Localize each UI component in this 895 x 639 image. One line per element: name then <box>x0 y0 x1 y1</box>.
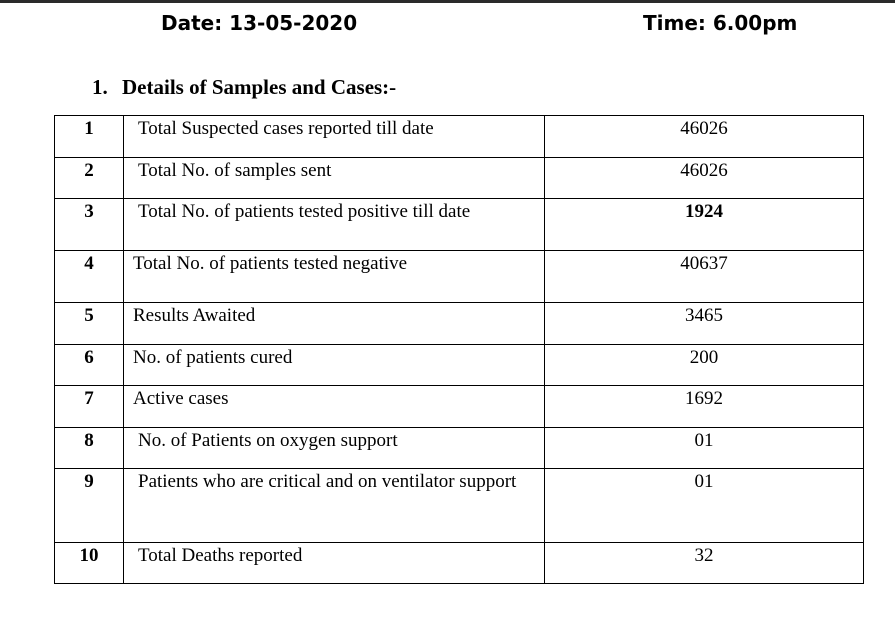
row-number: 8 <box>54 427 124 469</box>
row-number: 5 <box>54 302 124 345</box>
row-value: 01 <box>544 427 864 469</box>
row-number: 6 <box>54 344 124 386</box>
row-number: 10 <box>54 542 124 584</box>
row-label: Results Awaited <box>123 302 545 345</box>
samples-cases-table: 1 Total Suspected cases reported till da… <box>54 115 864 584</box>
row-label: Patients who are critical and on ventila… <box>123 468 545 543</box>
table-row: 9 Patients who are critical and on venti… <box>54 468 864 543</box>
row-value: 3465 <box>544 302 864 345</box>
table-row: 3 Total No. of patients tested positive … <box>54 198 864 251</box>
row-label: Total Deaths reported <box>123 542 545 584</box>
row-label: No. of Patients on oxygen support <box>123 427 545 469</box>
row-value: 46026 <box>544 157 864 199</box>
table-row: 10 Total Deaths reported 32 <box>54 542 864 584</box>
row-value: 200 <box>544 344 864 386</box>
row-label: Total No. of samples sent <box>123 157 545 199</box>
section-number: 1. <box>92 75 108 99</box>
row-value: 1692 <box>544 385 864 428</box>
table-row: 6 No. of patients cured 200 <box>54 344 864 386</box>
row-value: 01 <box>544 468 864 543</box>
report-time: Time: 6.00pm <box>643 11 798 35</box>
row-value: 40637 <box>544 250 864 303</box>
row-label: Total No. of patients tested positive ti… <box>123 198 545 251</box>
row-label: Total No. of patients tested negative <box>123 250 545 303</box>
row-number: 7 <box>54 385 124 428</box>
top-border-rule <box>0 0 895 3</box>
table-row: 7 Active cases 1692 <box>54 385 864 428</box>
row-label: Total Suspected cases reported till date <box>123 115 545 158</box>
row-number: 2 <box>54 157 124 199</box>
row-value: 1924 <box>544 198 864 251</box>
table-row: 4 Total No. of patients tested negative … <box>54 250 864 303</box>
row-value: 46026 <box>544 115 864 158</box>
row-number: 1 <box>54 115 124 158</box>
row-number: 4 <box>54 250 124 303</box>
table-row: 5 Results Awaited 3465 <box>54 302 864 345</box>
row-number: 9 <box>54 468 124 543</box>
row-label: Active cases <box>123 385 545 428</box>
section-heading: 1. Details of Samples and Cases:- <box>92 72 396 102</box>
table-row: 1 Total Suspected cases reported till da… <box>54 115 864 158</box>
section-title: Details of Samples and Cases:- <box>122 75 397 99</box>
row-value: 32 <box>544 542 864 584</box>
table-row: 2 Total No. of samples sent 46026 <box>54 157 864 199</box>
table-row: 8 No. of Patients on oxygen support 01 <box>54 427 864 469</box>
row-number: 3 <box>54 198 124 251</box>
row-label: No. of patients cured <box>123 344 545 386</box>
report-date: Date: 13-05-2020 <box>161 11 358 35</box>
